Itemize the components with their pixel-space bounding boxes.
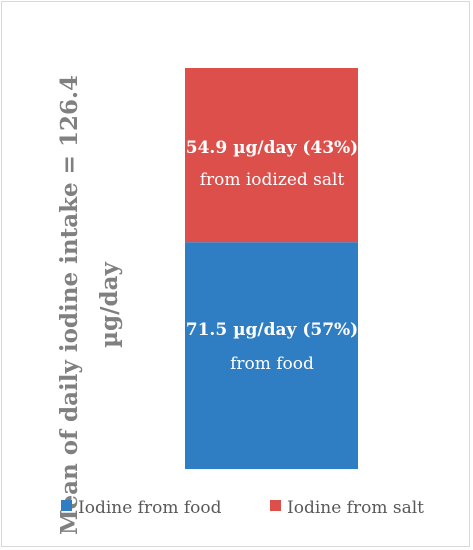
y-axis-label-line-1: Mean of daily iodine intake = 126.4 <box>56 75 83 535</box>
bar-stack <box>185 68 358 469</box>
food-desc-label: from food <box>230 354 314 374</box>
y-axis-label-line-2: µg/day <box>96 262 123 348</box>
salt-desc-label: from iodized salt <box>200 170 345 190</box>
food-value-label: 71.5 µg/day (57%) <box>186 320 358 340</box>
bar-segment-salt <box>185 68 358 243</box>
y-axis-label: Mean of daily iodine intake = 126.4 µg/d… <box>56 75 123 535</box>
legend-swatch-food <box>61 500 72 511</box>
legend-label-food: Iodine from food <box>78 498 222 518</box>
bar-segment-food <box>185 242 358 469</box>
legend-swatch-salt <box>270 500 281 511</box>
salt-value-label: 54.9 µg/day (43%) <box>186 138 358 158</box>
legend-label-salt: Iodine from salt <box>287 498 424 518</box>
legend: Iodine from food Iodine from salt <box>61 498 424 518</box>
